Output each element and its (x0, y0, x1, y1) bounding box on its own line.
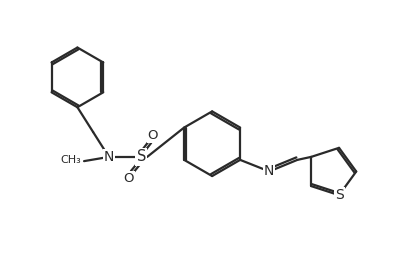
Text: N: N (264, 164, 275, 178)
Text: O: O (124, 172, 134, 185)
Text: O: O (148, 129, 158, 142)
Text: S: S (334, 188, 344, 202)
Text: CH₃: CH₃ (60, 155, 81, 165)
Text: S: S (136, 150, 146, 164)
Text: N: N (104, 150, 114, 164)
